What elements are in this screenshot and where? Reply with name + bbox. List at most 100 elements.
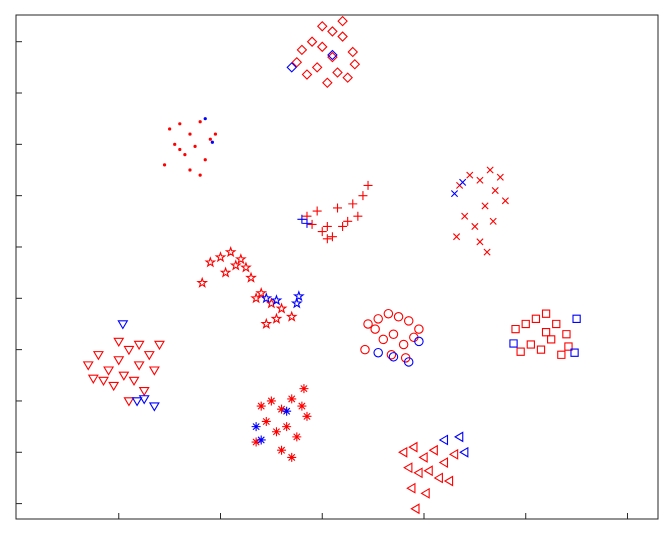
point [483,248,491,256]
point [173,142,177,146]
point [403,357,414,367]
point [536,345,546,354]
point [516,347,525,356]
point [285,310,298,322]
point [322,77,333,89]
point [360,344,370,355]
point [128,376,140,387]
point [311,62,323,73]
point [133,340,145,351]
point [572,314,581,323]
point [103,366,115,376]
point [302,411,312,421]
point [511,324,520,334]
point [471,222,479,230]
point [297,214,307,224]
point [178,122,182,126]
point [260,317,273,329]
point [287,452,297,462]
point [301,69,313,80]
point [348,199,358,209]
point [562,330,571,339]
point [353,211,363,221]
point [552,319,561,329]
point [297,401,307,411]
point [541,328,551,337]
point [570,348,579,357]
point [188,168,192,172]
point [383,308,394,319]
point [138,395,150,405]
point [476,238,484,246]
point [307,219,317,229]
point [564,342,573,351]
point [292,290,305,302]
point [256,401,266,411]
point [450,190,459,198]
plot-area [15,14,659,520]
point [133,361,145,371]
point [203,117,207,121]
point [410,503,420,515]
point [282,406,292,416]
point [277,445,287,455]
point [491,186,499,195]
point [428,444,438,456]
point [131,397,143,407]
point [118,371,130,381]
point [117,320,129,330]
point [547,335,556,344]
point [316,21,328,32]
point [420,487,430,499]
point [203,158,207,162]
point [403,316,414,326]
point [521,319,530,329]
point [286,62,298,73]
point [370,324,380,334]
point [123,345,135,356]
point [438,457,449,469]
point [87,374,99,384]
point [251,437,261,447]
point [481,202,489,210]
point [414,324,424,334]
point [398,446,408,458]
point [388,329,399,339]
point [162,163,167,167]
point [198,120,202,124]
point [438,434,449,446]
point [414,336,424,347]
point [557,350,566,359]
point [282,422,292,432]
point [183,153,187,157]
point [327,26,338,37]
point [342,72,353,83]
point [108,381,120,392]
point [398,339,409,350]
point [408,441,418,453]
point [178,147,182,152]
point [113,356,125,366]
point [489,217,497,225]
point [443,475,454,487]
point [290,297,303,309]
point [322,221,332,231]
point [210,140,214,144]
point [317,227,327,237]
point [224,245,237,258]
point [196,276,209,288]
point [531,314,541,323]
point [347,46,359,58]
point [260,292,273,304]
point [229,259,242,271]
point [219,266,232,278]
point [261,416,271,426]
point [213,132,218,136]
point [234,253,247,265]
point [363,319,373,329]
point [349,58,361,70]
point [208,137,212,141]
point [271,427,281,437]
point [291,56,303,68]
